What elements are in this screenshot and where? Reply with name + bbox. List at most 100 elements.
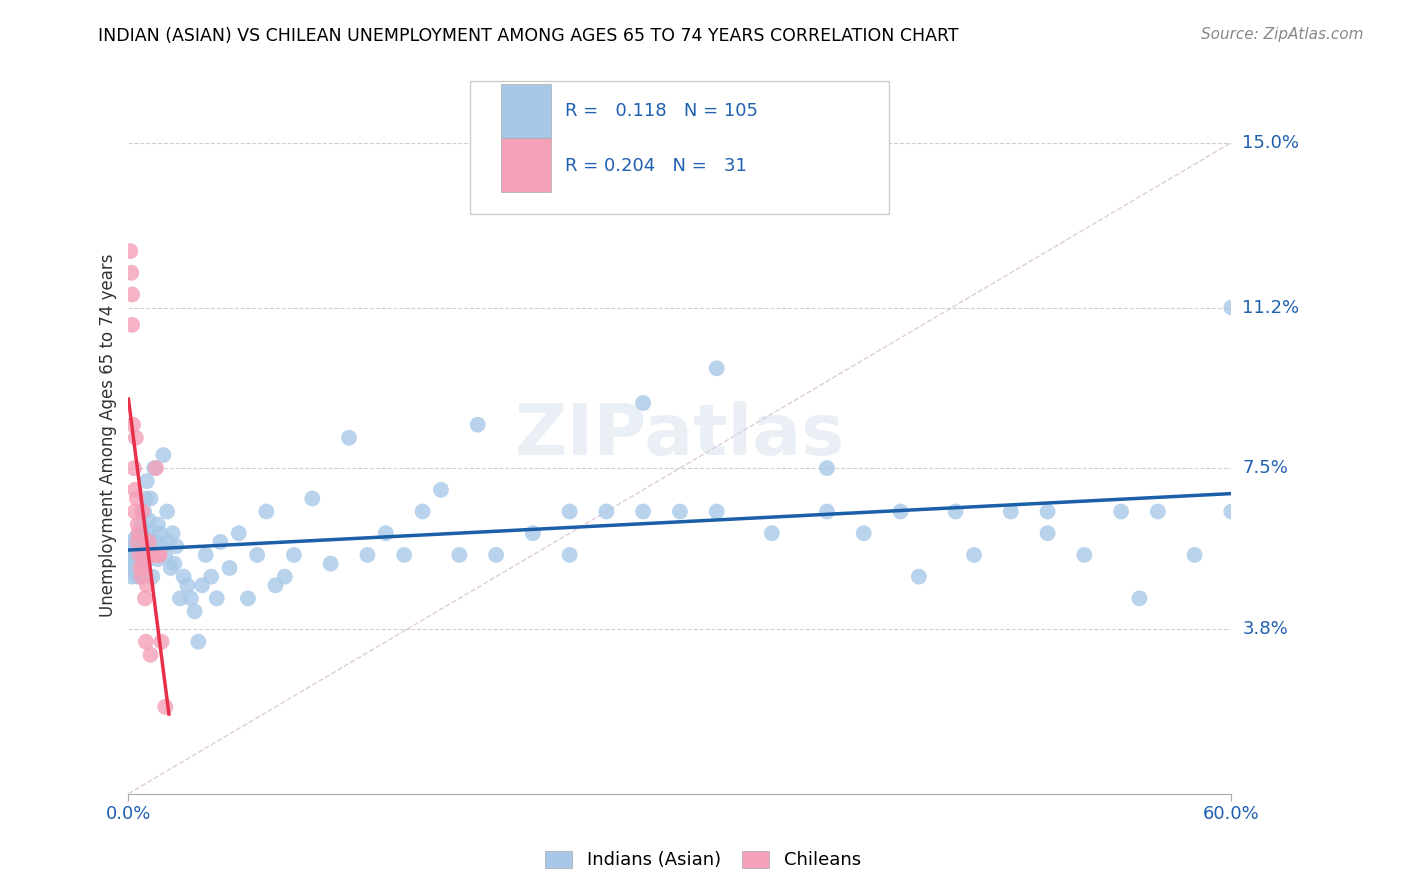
Point	[122, 543, 145, 558]
Point	[122, 417, 145, 432]
Point	[218, 561, 240, 575]
Point	[120, 561, 142, 575]
Point	[135, 543, 157, 558]
Text: INDIAN (ASIAN) VS CHILEAN UNEMPLOYMENT AMONG AGES 65 TO 74 YEARS CORRELATION CHA: INDIAN (ASIAN) VS CHILEAN UNEMPLOYMENT A…	[98, 27, 959, 45]
Point	[183, 604, 205, 618]
Point	[143, 548, 166, 562]
Point	[124, 566, 146, 580]
Point	[200, 569, 222, 583]
Point	[815, 461, 838, 475]
Text: ZIPatlas: ZIPatlas	[515, 401, 845, 470]
Point	[156, 504, 179, 518]
Point	[139, 548, 162, 562]
Point	[129, 561, 152, 575]
Point	[1220, 504, 1243, 518]
Point	[1184, 548, 1206, 562]
Point	[132, 535, 155, 549]
Point	[125, 491, 148, 506]
Text: R =   0.118   N = 105: R = 0.118 N = 105	[565, 103, 758, 120]
Point	[149, 548, 172, 562]
Point	[131, 517, 153, 532]
Point	[274, 569, 297, 583]
Point	[157, 535, 180, 549]
Text: 7.5%: 7.5%	[1243, 459, 1288, 477]
Point	[595, 504, 617, 518]
Point	[1036, 526, 1059, 541]
Point	[145, 535, 167, 549]
Point	[180, 591, 202, 606]
Point	[706, 504, 728, 518]
Point	[134, 557, 156, 571]
Point	[169, 591, 191, 606]
Point	[128, 543, 150, 558]
Point	[264, 578, 287, 592]
Point	[135, 634, 157, 648]
Point	[558, 504, 581, 518]
Point	[467, 417, 489, 432]
Point	[120, 244, 142, 258]
Point	[122, 539, 145, 553]
Point	[194, 548, 217, 562]
Point	[165, 539, 187, 553]
Point	[120, 548, 142, 562]
Point	[139, 491, 162, 506]
Point	[236, 591, 259, 606]
Point	[127, 535, 149, 549]
Point	[356, 548, 378, 562]
Point	[131, 569, 153, 583]
Point	[125, 561, 148, 575]
Point	[138, 513, 160, 527]
Point	[128, 548, 150, 562]
Point	[125, 431, 148, 445]
Point	[124, 483, 146, 497]
Point	[191, 578, 214, 592]
Point	[1128, 591, 1150, 606]
Point	[146, 517, 169, 532]
Point	[138, 535, 160, 549]
Point	[131, 504, 153, 518]
Point	[124, 504, 146, 518]
Point	[128, 552, 150, 566]
Point	[889, 504, 911, 518]
Y-axis label: Unemployment Among Ages 65 to 74 years: Unemployment Among Ages 65 to 74 years	[100, 254, 117, 617]
Point	[392, 548, 415, 562]
Point	[141, 569, 163, 583]
Point	[134, 591, 156, 606]
Point	[145, 461, 167, 475]
Point	[1036, 504, 1059, 518]
Point	[120, 535, 142, 549]
Point	[163, 557, 186, 571]
Text: 15.0%: 15.0%	[1243, 134, 1299, 152]
FancyBboxPatch shape	[471, 81, 890, 213]
Point	[129, 535, 152, 549]
Point	[173, 569, 195, 583]
Point	[143, 461, 166, 475]
Point	[141, 548, 163, 562]
Point	[558, 548, 581, 562]
Point	[150, 634, 173, 648]
Point	[412, 504, 434, 518]
Text: 3.8%: 3.8%	[1243, 620, 1288, 638]
Point	[1109, 504, 1132, 518]
Point	[152, 448, 174, 462]
Point	[283, 548, 305, 562]
Point	[228, 526, 250, 541]
Point	[319, 557, 342, 571]
Point	[132, 561, 155, 575]
Point	[125, 557, 148, 571]
Point	[761, 526, 783, 541]
Point	[135, 474, 157, 488]
Point	[852, 526, 875, 541]
Point	[963, 548, 986, 562]
Point	[138, 526, 160, 541]
Point	[706, 361, 728, 376]
Text: Source: ZipAtlas.com: Source: ZipAtlas.com	[1201, 27, 1364, 42]
Point	[132, 526, 155, 541]
Point	[121, 569, 143, 583]
Point	[128, 526, 150, 541]
Point	[908, 569, 931, 583]
Point	[522, 526, 544, 541]
Point	[132, 504, 155, 518]
Point	[337, 431, 360, 445]
Point	[631, 396, 654, 410]
